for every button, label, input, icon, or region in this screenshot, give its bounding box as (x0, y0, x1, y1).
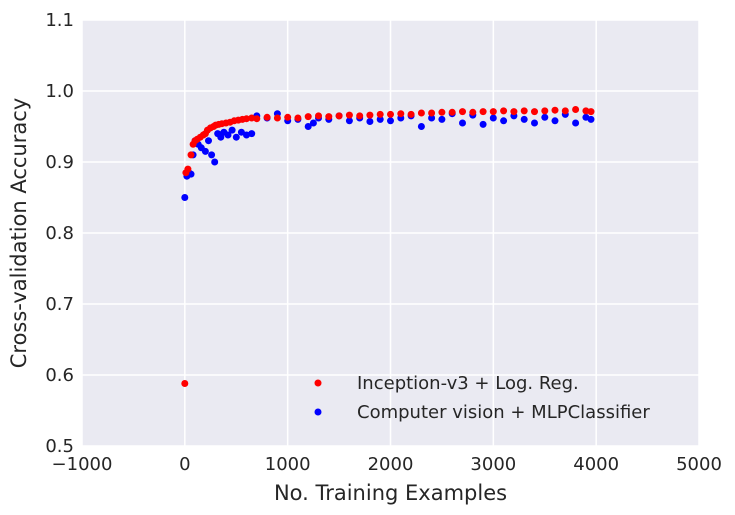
y-axis-label: Cross-validation Accuracy (7, 98, 31, 369)
data-point (376, 115, 384, 123)
grid-lines (81, 19, 700, 447)
data-point (294, 114, 302, 122)
data-point (572, 119, 580, 127)
data-point (248, 114, 256, 122)
x-tick-label: 3000 (470, 454, 516, 475)
x-axis-label: No. Training Examples (274, 481, 507, 505)
data-point (520, 107, 528, 115)
legend-marker-series-1 (314, 408, 322, 416)
data-point (572, 106, 580, 113)
y-tick-label: 1.1 (45, 10, 74, 31)
series-1-points (181, 110, 595, 201)
data-point (510, 108, 518, 116)
data-point (211, 158, 219, 166)
x-tick-label: 0 (179, 454, 190, 475)
x-tick-label: 2000 (368, 454, 414, 475)
data-point (284, 113, 292, 121)
data-point (345, 111, 353, 119)
y-tick-label: 0.8 (45, 223, 74, 244)
data-point (551, 117, 559, 125)
data-point (520, 115, 528, 123)
data-point (387, 110, 394, 118)
data-point (417, 109, 425, 117)
data-point (217, 133, 225, 141)
legend-label-series-0: Inception-v3 + Log. Reg. (357, 373, 579, 394)
data-point (479, 120, 487, 128)
data-point (263, 113, 271, 121)
data-point (417, 123, 425, 130)
data-point (531, 108, 538, 116)
data-point (469, 108, 477, 116)
data-point (181, 194, 189, 201)
data-point (208, 151, 216, 159)
data-point (587, 115, 595, 123)
data-point (397, 110, 405, 118)
data-point (489, 114, 497, 122)
y-tick-label: 0.6 (45, 365, 74, 386)
data-point (345, 117, 353, 125)
data-point (459, 119, 466, 127)
data-point (315, 112, 322, 120)
data-point (304, 123, 312, 130)
x-tick-label: 1000 (265, 454, 311, 475)
data-point (541, 107, 549, 115)
data-point (438, 115, 446, 123)
data-point (479, 108, 487, 116)
data-point (366, 118, 374, 125)
data-point (181, 380, 189, 387)
data-point (201, 147, 209, 155)
data-point (582, 107, 590, 115)
series-0-points (181, 106, 595, 387)
data-point (551, 106, 559, 114)
data-point (587, 108, 595, 116)
data-point (407, 110, 415, 118)
data-point (356, 112, 364, 120)
data-point (309, 119, 317, 127)
x-tick-label: −1000 (52, 454, 113, 475)
data-point (184, 165, 192, 173)
data-point (335, 112, 343, 120)
y-tick-label: 0.7 (45, 294, 74, 315)
data-point (304, 113, 312, 121)
data-point (459, 108, 466, 116)
data-point (325, 113, 333, 121)
data-point (489, 108, 497, 116)
legend-label-series-1: Computer vision + MLPClassifier (357, 402, 650, 423)
data-point (531, 119, 538, 127)
x-tick-label: 5000 (676, 454, 722, 475)
data-point (366, 111, 374, 119)
x-tick-labels: −1000 0 1000 2000 3000 4000 5000 (52, 454, 722, 475)
data-point (228, 126, 236, 134)
data-point (387, 117, 394, 125)
y-tick-labels: 0.5 0.6 0.7 0.8 0.9 1.0 1.1 (45, 10, 74, 457)
legend-marker-series-0 (314, 379, 322, 387)
data-point (428, 114, 436, 122)
data-point (541, 113, 549, 121)
data-point (500, 107, 508, 115)
data-point (205, 137, 212, 145)
y-tick-label: 0.5 (45, 436, 74, 457)
data-point (232, 133, 240, 141)
data-point (224, 131, 232, 139)
data-point (187, 151, 195, 159)
data-point (561, 107, 569, 115)
data-point (273, 114, 281, 122)
data-point (500, 117, 508, 125)
y-tick-label: 1.0 (45, 81, 74, 102)
data-point (438, 108, 446, 116)
data-point (428, 109, 436, 117)
data-point (376, 110, 384, 118)
data-point (237, 128, 245, 136)
data-point (448, 108, 456, 116)
data-point (253, 115, 261, 123)
series-layer (181, 106, 595, 387)
data-point (248, 130, 256, 138)
legend: Inception-v3 + Log. Reg. Computer vision… (314, 373, 650, 423)
data-point (243, 115, 250, 123)
y-tick-label: 0.9 (45, 152, 74, 173)
x-tick-label: 4000 (573, 454, 619, 475)
